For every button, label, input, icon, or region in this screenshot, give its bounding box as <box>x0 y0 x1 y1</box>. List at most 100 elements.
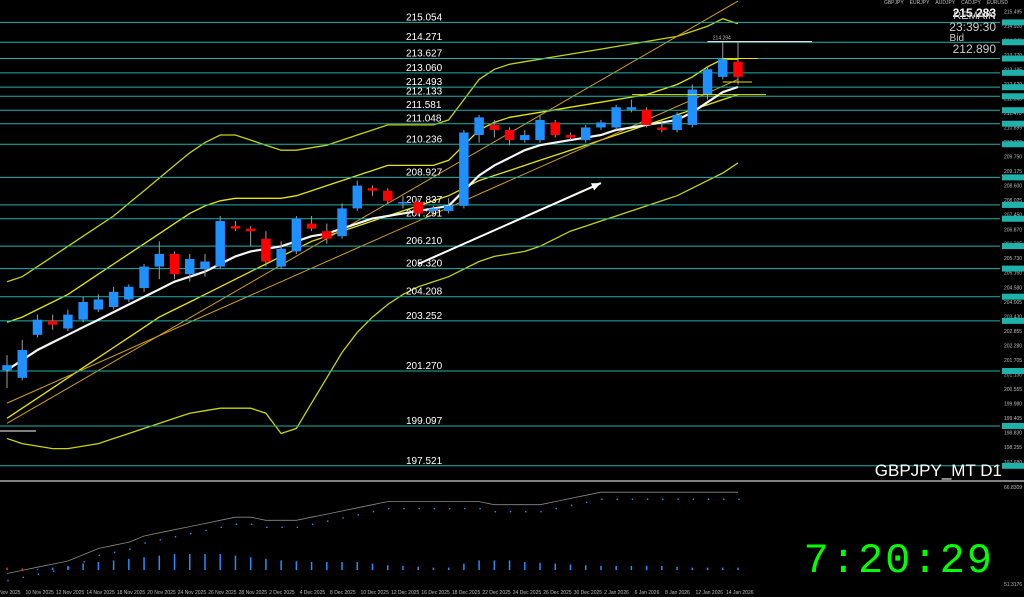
right-axis-label: 214.920 <box>1004 24 1022 30</box>
band-upper-1 <box>6 58 738 323</box>
symbol-tabs[interactable]: GBPJPY EURJPY AUDJPY CADJPY EURUSD <box>878 0 1008 6</box>
level-label: 213.060 <box>406 63 443 74</box>
bollinger-bands <box>6 17 739 450</box>
candle-bear <box>245 228 256 232</box>
date-label: 12 Nov 2025 <box>56 590 85 596</box>
symbol-tab[interactable]: EURUSD <box>986 0 1008 6</box>
candle-bull <box>63 314 73 329</box>
date-label: 24 Nov 2025 <box>178 590 207 596</box>
candle-bull <box>626 107 637 110</box>
level-label: 204.208 <box>406 287 443 298</box>
right-axis-label: 199.980 <box>1004 402 1022 408</box>
level-price-tag <box>1002 93 1024 100</box>
date-label: 6 Jan 2026 <box>635 590 660 596</box>
symbol-tab[interactable]: AUDJPY <box>935 0 956 6</box>
candle-bull <box>32 319 43 335</box>
right-axis-label: 212.045 <box>1004 97 1022 103</box>
level-price-tag <box>1002 120 1024 127</box>
osc-signal-dot <box>585 501 588 504</box>
osc-signal-dot <box>707 498 710 500</box>
date-label: 14 Nov 2025 <box>86 590 115 596</box>
right-axis-label: 198.830 <box>1004 431 1022 437</box>
candle-bull <box>535 119 545 141</box>
osc-signal-dot <box>159 539 162 541</box>
candle-bull <box>718 59 728 77</box>
level-price-tag <box>1002 69 1024 76</box>
oscillator-line <box>6 491 738 574</box>
osc-signal-dot <box>220 526 223 529</box>
candle-bull <box>672 114 682 130</box>
candle-bear <box>47 320 58 325</box>
candles <box>2 41 743 388</box>
band-upper-2 <box>6 17 739 283</box>
osc-signal-dot <box>570 504 573 507</box>
level-label: 201.270 <box>406 361 443 372</box>
candle-bear <box>733 61 743 77</box>
osc-signal-dot <box>98 554 101 557</box>
right-axis-label: 202.855 <box>1004 329 1022 335</box>
ma-line <box>6 85 739 372</box>
candle-bear <box>169 253 180 275</box>
level-label: 215.054 <box>406 12 443 23</box>
level-label: 203.252 <box>406 311 443 322</box>
right-axis-label: 197.680 <box>1004 460 1022 466</box>
osc-signal-dot <box>37 573 40 576</box>
osc-signal-dot <box>144 542 146 544</box>
level-price-tag <box>1002 141 1024 148</box>
level-price-tag <box>1002 107 1024 114</box>
date-label: 2 Dec 2025 <box>269 590 295 596</box>
arrow-head <box>590 183 601 191</box>
symbol-tab[interactable]: CADJPY <box>961 0 981 6</box>
right-axis-label: 215.495 <box>1004 9 1022 15</box>
candle-bull <box>108 291 119 308</box>
date-label: 20 Nov 2025 <box>147 590 176 596</box>
candle-bear <box>413 202 423 214</box>
date-label: 24 Dec 2025 <box>513 590 542 596</box>
date-label: 10 Dec 2025 <box>361 590 390 596</box>
right-axis-label: 207.450 <box>1004 213 1022 219</box>
level-price-tag <box>1002 201 1024 208</box>
candle-bear <box>306 223 317 229</box>
level-label: 199.097 <box>406 416 443 427</box>
osc-signal-dot <box>7 579 9 582</box>
candle-bull <box>398 202 408 204</box>
date-label: 8 Dec 2025 <box>330 590 356 596</box>
horizontal-levels: 215.054 214.271 213.627 213.060 212.493212.1… <box>0 12 1000 467</box>
trend-arrow <box>417 182 602 265</box>
hud-remain-time: 23:39:30 <box>949 20 996 34</box>
candle-bull <box>215 221 225 267</box>
osc-signal-dot <box>342 517 344 519</box>
osc-signal-dot <box>540 510 542 513</box>
right-axis-label: 205.160 <box>1004 271 1022 277</box>
date-label: 6 Nov 2025 <box>0 590 21 596</box>
right-axis-label: 205.730 <box>1004 256 1022 262</box>
osc-signal-dot <box>327 520 329 522</box>
level-label: 197.521 <box>406 456 443 467</box>
osc-signal-dot <box>296 526 299 529</box>
symbol-tab[interactable]: EURJPY <box>909 0 930 6</box>
symbol-tab[interactable]: GBPJPY <box>883 0 904 6</box>
trendlines <box>6 0 739 424</box>
trend-upper <box>6 78 739 404</box>
high-marker-label: 214.294 <box>713 36 731 42</box>
level-price-tag <box>1002 265 1024 272</box>
right-price-axis: 215.495214.920214.345213.770213.195212.6… <box>1002 9 1024 469</box>
candle-bull <box>459 132 469 206</box>
candle-bull <box>200 261 210 270</box>
candle-bear <box>657 127 667 130</box>
hud-price: 215.283 <box>952 6 996 20</box>
band-lower-1 <box>6 93 739 419</box>
symbol-timeframe-label: GBPJPY_MT D1 <box>874 461 1002 480</box>
arrow-shaft <box>417 182 602 265</box>
candle-bear <box>489 124 500 130</box>
candle-bull <box>276 248 286 267</box>
osc-signal-dot <box>738 498 740 500</box>
osc-signal-dot <box>174 535 177 538</box>
level-label: 205.320 <box>406 259 443 270</box>
osc-signal-dot <box>448 507 451 510</box>
candle-bear <box>230 226 241 229</box>
candle-bull <box>185 258 195 275</box>
oscillator-panel: 66.8309 51.3176 <box>6 485 1022 588</box>
